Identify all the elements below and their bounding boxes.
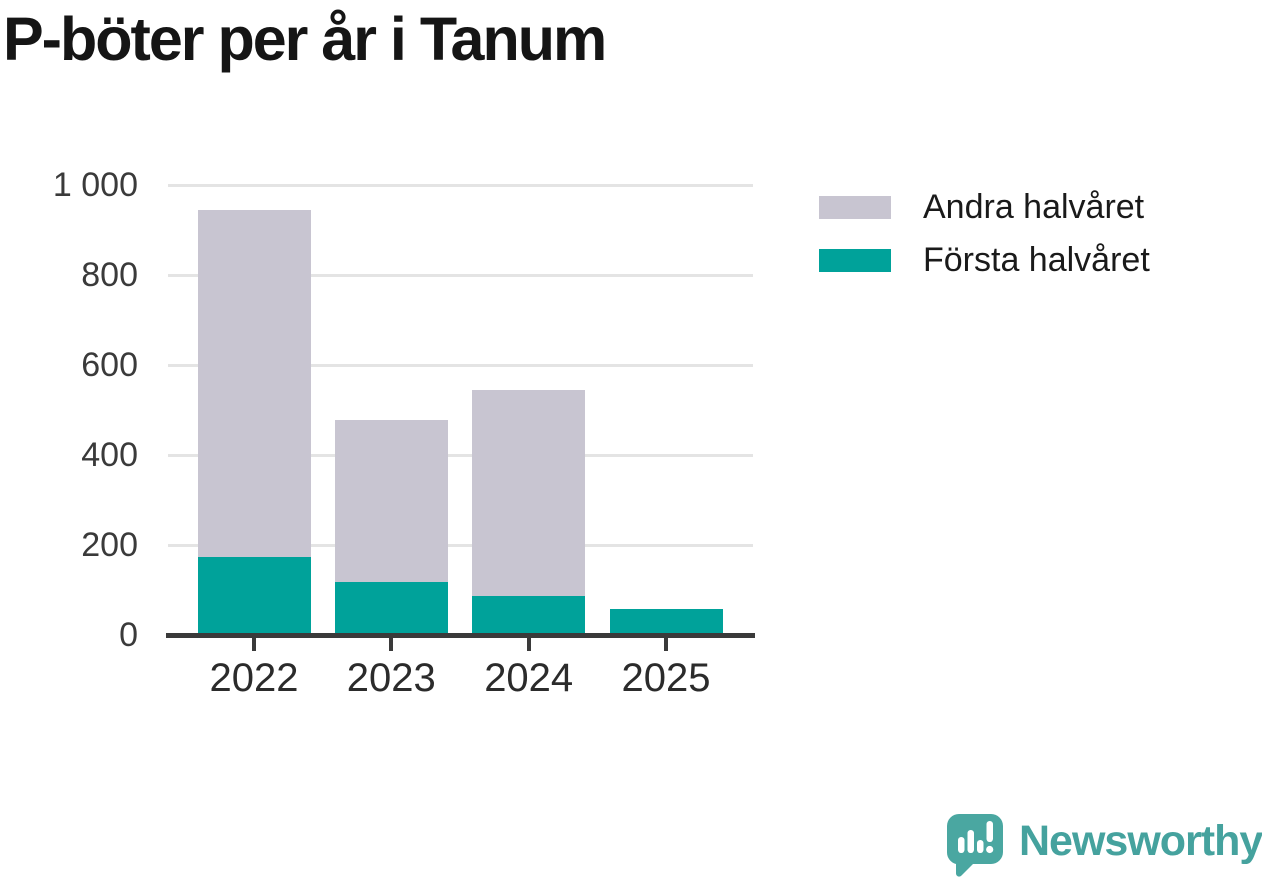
legend-swatch — [819, 248, 891, 272]
x-axis-tick-2025 — [664, 638, 668, 651]
legend-item: Första halvåret — [819, 237, 1150, 283]
logo-exclamation-bar — [986, 821, 993, 842]
x-axis-tick-2023 — [389, 638, 394, 651]
x-axis-tick-2024 — [526, 638, 531, 651]
x-axis-tick-label-2024: 2024 — [484, 656, 574, 700]
legend-swatch — [819, 195, 891, 219]
y-axis-tick-label: 0 — [119, 616, 138, 654]
legend-label: Första halvåret — [923, 240, 1150, 279]
bar-2024-andra-halvaret — [472, 390, 586, 596]
x-axis-tick-label-2023: 2023 — [346, 656, 436, 700]
newsworthy-logo-icon — [947, 814, 1003, 877]
gridline-200 — [168, 543, 753, 547]
bar-2023-forsta-halvaret — [334, 581, 448, 633]
y-axis-tick-label: 600 — [81, 346, 138, 384]
logo-bar-3 — [977, 840, 984, 853]
gridline-600 — [168, 363, 753, 367]
gridline-400 — [168, 453, 753, 457]
bar-2024-forsta-halvaret — [472, 595, 586, 633]
y-axis-tick-label: 1 000 — [52, 166, 138, 204]
legend-item: Andra halvåret — [819, 184, 1144, 230]
x-axis-tick-label-2022: 2022 — [209, 656, 299, 700]
y-axis-tick-label: 800 — [81, 256, 138, 294]
y-axis-tick-label: 400 — [81, 436, 138, 474]
gridline-1000 — [168, 183, 753, 187]
x-axis-tick-label-2025: 2025 — [621, 656, 711, 700]
bar-2025-forsta-halvaret — [609, 609, 723, 633]
x-axis-tick-2022 — [252, 638, 256, 651]
y-axis-tick-label: 200 — [81, 526, 138, 564]
legend-label: Andra halvåret — [923, 187, 1145, 226]
x-axis-line — [166, 633, 755, 638]
newsworthy-wordmark: Newsworthy — [1019, 817, 1262, 865]
bar-2023-andra-halvaret — [334, 420, 448, 582]
newsworthy-logo-bubble — [947, 814, 1003, 877]
logo-bar-1 — [958, 837, 965, 853]
logo-bar-2 — [967, 830, 974, 853]
gridline-800 — [168, 273, 753, 277]
logo-exclamation-dot — [986, 845, 994, 854]
bar-2022-forsta-halvaret — [197, 557, 311, 633]
bar-2022-andra-halvaret — [197, 209, 311, 558]
chart-title: P-böter per år i Tanum — [3, 5, 607, 73]
